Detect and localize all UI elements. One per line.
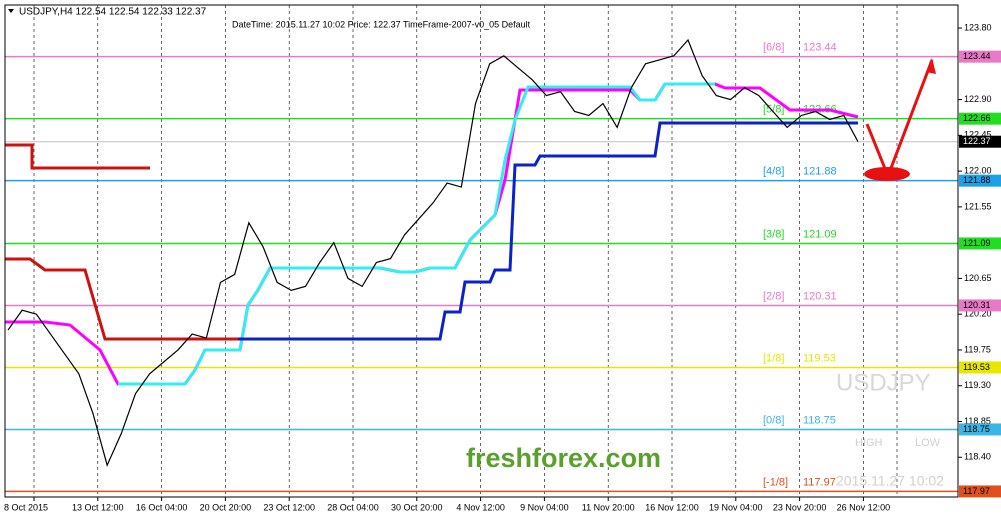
indicator-red: [5, 143, 150, 170]
current-price-label: 122.37: [963, 136, 991, 146]
x-tick-label: 16 Oct 04:00: [136, 502, 188, 512]
level-value: 117.97: [803, 476, 836, 488]
y-tick-label: 120.65: [964, 273, 992, 283]
plot-border: [4, 4, 959, 498]
y-tick-label: 118.40: [964, 452, 991, 462]
level-value: 121.09: [803, 228, 837, 240]
y-tick-label: 120.20: [964, 309, 992, 319]
level-tag-label: 120.31: [963, 300, 991, 310]
level-tag-label: 122.66: [963, 113, 991, 123]
price-line: [7, 38, 859, 467]
indicator-red: [5, 257, 238, 341]
y-tick-label: 123.80: [964, 22, 992, 32]
x-tick-label: 28 Oct 04:00: [327, 502, 379, 512]
level-name: [0/8]: [763, 414, 784, 426]
x-tick-label: 11 Nov 20:00: [582, 502, 635, 512]
level-tag-label: 118.75: [963, 424, 990, 434]
level-name: [3/8]: [763, 228, 784, 240]
price: [7, 38, 859, 467]
y-tick-label: 122.90: [964, 94, 992, 104]
level-tag-label: 117.97: [963, 486, 990, 496]
forecast-arrow: [864, 58, 936, 181]
y-tick-label: 122.00: [964, 165, 992, 175]
y-tick-label: 122.45: [964, 130, 992, 140]
level-name: [1/8]: [763, 352, 784, 364]
level-name: [-1/8]: [763, 476, 788, 488]
y-tick-label: 118.85: [964, 416, 991, 426]
levels: [6/8] 123.44[5/8] 122.66[4/8] 121.88[3/8] 12…: [5, 42, 958, 493]
level-tag: [959, 174, 1001, 187]
x-tick-label: 13 Oct 12:00: [72, 502, 124, 512]
x-tick-label: 30 Oct 20:00: [391, 502, 443, 512]
x-tick-label: 4 Nov 12:00: [456, 502, 505, 512]
level-name: [2/8]: [763, 290, 784, 302]
chart-subtitle: DateTime: 2015.11.27 10:02 Price: 122.37…: [232, 19, 531, 29]
level-value: 120.31: [803, 290, 837, 302]
brand: freshforex.com: [466, 443, 661, 473]
y-tick-label: 119.75: [964, 344, 991, 354]
y-tick-label: 119.30: [964, 380, 991, 390]
level-name: [6/8]: [763, 42, 784, 54]
x-tick-label: 9 Nov 04:00: [520, 502, 569, 512]
level-tag-label: 121.88: [963, 175, 991, 185]
level-tag: [959, 361, 1001, 374]
level-tag: [959, 299, 1001, 312]
menu-icon: [8, 9, 14, 13]
indicator-blue: [238, 121, 858, 341]
y-tick-label: 121.55: [964, 201, 992, 211]
x-tick-label: 23 Nov 20:00: [773, 502, 827, 512]
chart-title: USDJPY,H4 122.54 122.54 122.33 122.37: [19, 7, 207, 18]
indicators: [5, 82, 859, 386]
level-value: 118.75: [803, 414, 836, 426]
level-tag-label: 119.53: [963, 362, 990, 372]
level-tag: [959, 237, 1001, 250]
x-tick-label: 26 Nov 12:00: [837, 502, 891, 512]
current-price-tag: [959, 135, 1001, 148]
level-value: 123.44: [803, 42, 837, 54]
high-label: HIGH: [855, 437, 883, 449]
level-value: 119.53: [803, 352, 836, 364]
arrow-path: [865, 59, 934, 181]
x-tick-label: 20 Oct 20:00: [200, 502, 252, 512]
level-name: [4/8]: [763, 166, 784, 178]
level-tag: [959, 112, 1001, 125]
level-value: 121.88: [803, 166, 837, 178]
arrow-head: [926, 58, 936, 74]
level-tag: [959, 485, 1001, 498]
watermark: USDJPY: [836, 369, 931, 396]
x-tick-label: 16 Nov 12:00: [645, 502, 699, 512]
x-tick-label: 23 Oct 12:00: [263, 502, 315, 512]
indicator-cyan: [118, 82, 715, 386]
low-label: LOW: [915, 437, 941, 449]
level-tag-label: 121.09: [963, 238, 991, 248]
price-axis: 8 Oct 2015 13 Oct 12:00 16 Oct 04:00 20 Oct…: [4, 22, 1001, 512]
timestamp: 2015.11.27 10:02: [836, 473, 944, 489]
level-tag: [959, 50, 1001, 63]
x-tick-label: 8 Oct 2015: [4, 502, 48, 512]
x-tick-label: 19 Nov 04:00: [709, 502, 763, 512]
level-tag: [959, 423, 1001, 436]
grid: [33, 5, 898, 497]
level-tag-label: 123.44: [963, 51, 991, 61]
